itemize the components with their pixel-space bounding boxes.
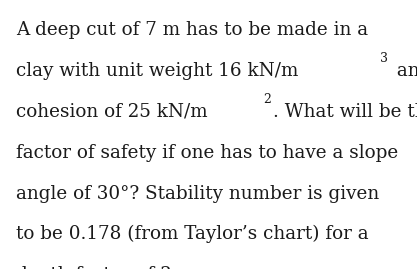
Text: 3: 3 [380,52,388,65]
Text: A deep cut of 7 m has to be made in a: A deep cut of 7 m has to be made in a [16,21,368,39]
Text: cohesion of 25 kN/m: cohesion of 25 kN/m [16,103,208,121]
Text: clay with unit weight 16 kN/m: clay with unit weight 16 kN/m [16,62,298,80]
Text: angle of 30°? Stability number is given: angle of 30°? Stability number is given [16,185,379,203]
Text: factor of safety if one has to have a slope: factor of safety if one has to have a sl… [16,144,398,162]
Text: 2: 2 [263,93,271,106]
Text: to be 0.178 (from Taylor’s chart) for a: to be 0.178 (from Taylor’s chart) for a [16,225,369,243]
Text: depth factor of 3.: depth factor of 3. [16,266,177,269]
Text: and a: and a [391,62,417,80]
Text: . What will be the: . What will be the [273,103,417,121]
